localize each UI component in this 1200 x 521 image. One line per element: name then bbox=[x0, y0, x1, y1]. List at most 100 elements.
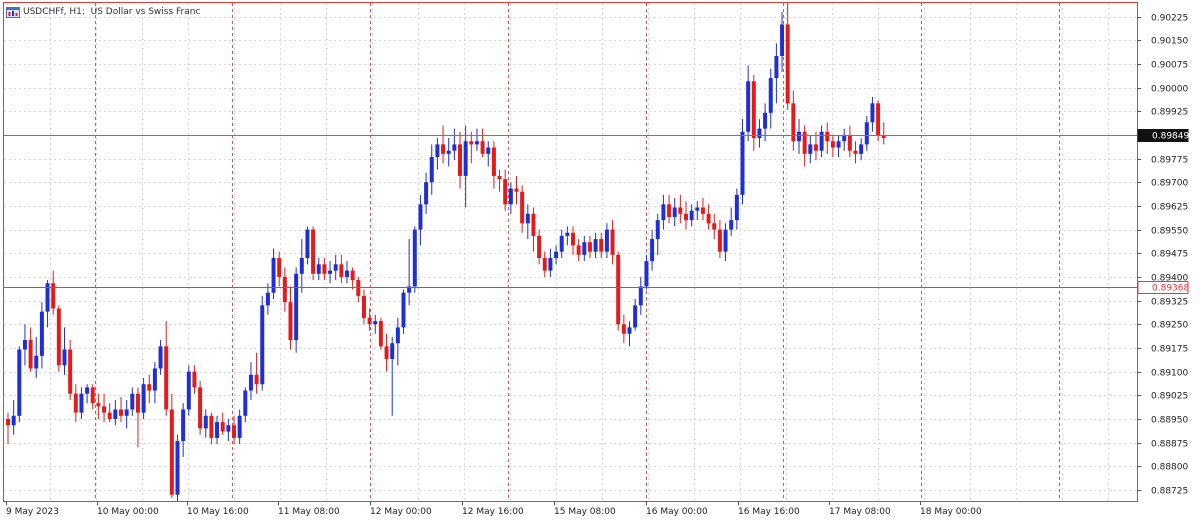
candle-body bbox=[458, 144, 462, 176]
bull-candle bbox=[486, 141, 491, 167]
symbol-label: USDCHFf bbox=[23, 7, 64, 17]
bull-candle bbox=[294, 267, 299, 353]
price-tick-label: 0.88800 bbox=[1151, 463, 1188, 473]
candle-body bbox=[604, 229, 609, 252]
candle-body bbox=[571, 232, 575, 246]
candle-body bbox=[780, 24, 785, 57]
candle-body bbox=[435, 144, 440, 158]
bear-candle bbox=[684, 201, 688, 230]
bear-candle bbox=[164, 321, 169, 416]
time-tick-label: 11 May 08:00 bbox=[278, 507, 340, 517]
bear-candle bbox=[361, 289, 366, 325]
candle-body bbox=[226, 425, 231, 432]
candle-body bbox=[271, 257, 276, 293]
candle-body bbox=[847, 134, 852, 151]
time-tick-label: 16 May 16:00 bbox=[738, 507, 800, 517]
bear-candle bbox=[254, 352, 259, 394]
candle-body bbox=[56, 308, 61, 366]
time-tick-label: 16 May 00:00 bbox=[646, 507, 708, 517]
candle-body bbox=[531, 213, 536, 236]
bull-candle bbox=[746, 65, 751, 142]
candle-body bbox=[599, 239, 604, 252]
candle-body bbox=[446, 150, 451, 154]
bid-price-label: 0.89849 bbox=[1152, 132, 1189, 142]
price-axis[interactable]: 0.90225 0.90150 0.90075 0.90000 0.89925 0.897… bbox=[1137, 14, 1189, 497]
time-tick-label: 18 May 00:00 bbox=[920, 507, 982, 517]
bull-candle bbox=[638, 276, 643, 315]
bear-candle bbox=[458, 131, 462, 189]
bear-candle bbox=[587, 235, 592, 258]
bear-candle bbox=[232, 415, 236, 445]
price-tick-label: 0.89325 bbox=[1151, 298, 1188, 308]
candle-body bbox=[390, 343, 395, 359]
candle-body bbox=[175, 441, 180, 495]
candle-body bbox=[582, 242, 587, 255]
candle-body bbox=[627, 327, 632, 334]
candle-body bbox=[322, 264, 327, 274]
time-tick-label: 12 May 00:00 bbox=[370, 507, 432, 517]
candle-body bbox=[119, 409, 123, 416]
candle-body bbox=[203, 415, 208, 429]
candle-body bbox=[593, 239, 598, 252]
candle-body bbox=[480, 141, 485, 154]
bull-candle bbox=[62, 327, 67, 375]
candle-body bbox=[610, 229, 615, 255]
bull-candle bbox=[757, 119, 762, 148]
candle-body bbox=[265, 292, 270, 306]
candle-body bbox=[700, 207, 705, 214]
price-tick-label: 0.89250 bbox=[1151, 321, 1188, 331]
bull-candle bbox=[141, 377, 146, 419]
price-tick-label: 0.89025 bbox=[1151, 392, 1188, 402]
period-separators bbox=[95, 3, 1060, 501]
candle-body bbox=[367, 317, 372, 325]
candle-body bbox=[17, 349, 22, 416]
candle-body bbox=[85, 387, 90, 394]
bear-candle bbox=[367, 308, 372, 331]
candle-body bbox=[51, 283, 56, 309]
bear-candle bbox=[571, 226, 575, 255]
price-tick-label: 0.88950 bbox=[1151, 416, 1188, 426]
bull-candle bbox=[435, 138, 440, 170]
bull-candle bbox=[763, 103, 768, 142]
candle-body bbox=[424, 182, 429, 205]
candle-body bbox=[288, 302, 293, 341]
candle-body bbox=[497, 175, 502, 180]
bull-candle bbox=[836, 134, 841, 158]
bear-candle bbox=[610, 220, 615, 265]
candle-body bbox=[135, 393, 140, 413]
bear-candle bbox=[785, 2, 790, 110]
bull-candle bbox=[203, 409, 208, 438]
candle-body bbox=[751, 81, 756, 139]
bull-candle bbox=[695, 201, 700, 221]
candle-body bbox=[124, 409, 129, 416]
bear-candle bbox=[277, 251, 282, 287]
candle-body bbox=[11, 415, 16, 426]
candle-body bbox=[876, 103, 881, 135]
bear-candle bbox=[599, 232, 604, 258]
candle-body bbox=[311, 229, 316, 274]
candle-body bbox=[757, 128, 762, 139]
candle-body bbox=[237, 415, 242, 438]
bear-candle bbox=[678, 194, 683, 224]
bear-candle bbox=[667, 194, 672, 224]
bear-candle bbox=[288, 286, 293, 350]
candle-body bbox=[378, 321, 383, 347]
bull-candle bbox=[333, 254, 338, 281]
bull-candle bbox=[215, 415, 220, 445]
candle-body bbox=[130, 393, 135, 410]
candle-body bbox=[429, 157, 434, 183]
candle-body bbox=[282, 276, 287, 303]
bear-candle bbox=[339, 254, 344, 284]
candle-body bbox=[215, 422, 220, 438]
candle-body bbox=[22, 340, 27, 350]
timeframe-label: H1: bbox=[69, 7, 85, 17]
price-tick-label: 0.89700 bbox=[1151, 179, 1188, 189]
bear-candle bbox=[621, 314, 626, 344]
bear-candle bbox=[802, 125, 807, 167]
grid bbox=[4, 3, 1137, 501]
price-tick-label: 0.88875 bbox=[1151, 440, 1188, 450]
time-axis[interactable]: 9 May 2023 10 May 00:00 10 May 16:00 11 May… bbox=[6, 501, 982, 517]
time-tick-label: 12 May 16:00 bbox=[462, 507, 524, 517]
bull-candle bbox=[79, 387, 84, 419]
